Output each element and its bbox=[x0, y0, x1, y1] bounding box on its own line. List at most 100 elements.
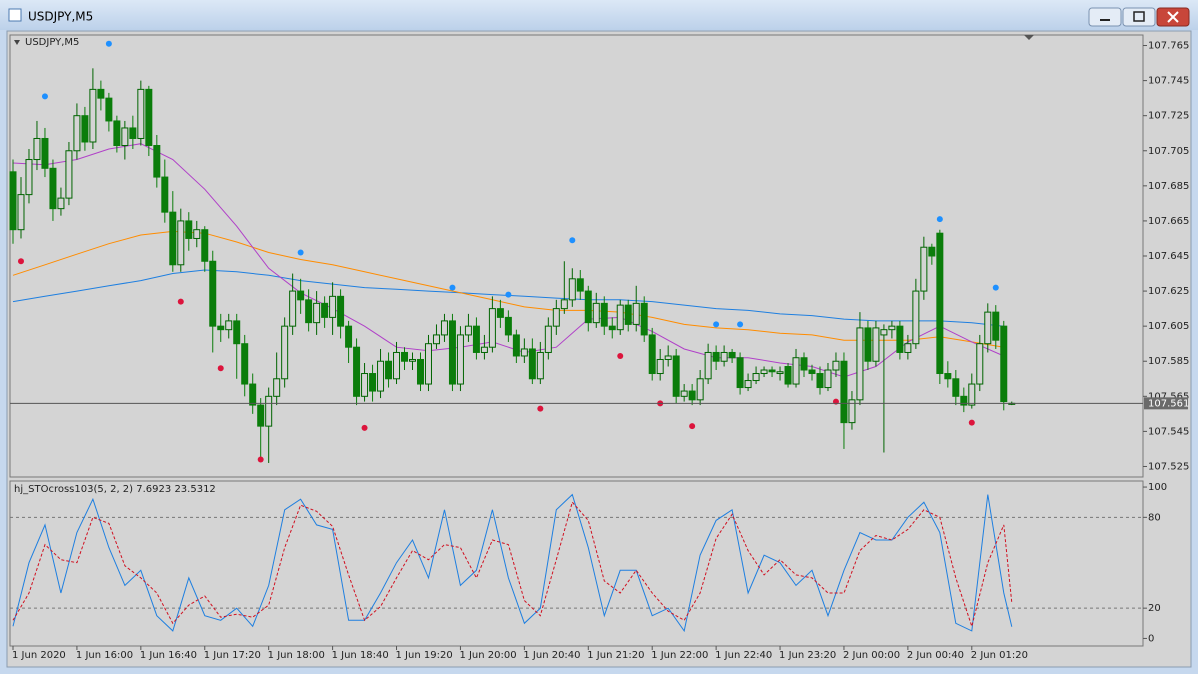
candle-body bbox=[560, 299, 568, 310]
maximize-icon bbox=[1133, 11, 1145, 22]
candle-body bbox=[17, 194, 25, 231]
candle-body bbox=[57, 197, 65, 210]
chart-label: USDJPY,M5 bbox=[25, 37, 79, 48]
y-tick-label: 80 bbox=[1148, 512, 1161, 523]
candle-body bbox=[864, 327, 872, 362]
candle-body bbox=[121, 127, 129, 147]
candle-body bbox=[960, 395, 968, 406]
candle-body bbox=[424, 343, 432, 385]
y-tick-label: 107.745 bbox=[1148, 76, 1189, 87]
x-tick-label: 2 Jun 00:00 bbox=[843, 650, 900, 661]
candle-body bbox=[440, 320, 448, 336]
candle-body bbox=[65, 150, 73, 199]
candle-body bbox=[225, 320, 233, 331]
candle-body bbox=[89, 88, 97, 143]
candle-body bbox=[81, 115, 89, 143]
candle-body bbox=[432, 334, 440, 345]
candle-body bbox=[41, 137, 49, 169]
candle-body bbox=[592, 302, 600, 324]
candle-body bbox=[321, 302, 329, 318]
candle-body bbox=[1000, 325, 1008, 403]
y-tick-label: 107.765 bbox=[1148, 41, 1189, 52]
candle-body bbox=[464, 325, 472, 336]
last-price-box bbox=[1144, 397, 1188, 410]
candle-body bbox=[456, 334, 464, 385]
candle-body bbox=[968, 383, 976, 406]
indicator-label: hj_STOcross103(5, 2, 2) 7.6923 23.5312 bbox=[14, 484, 216, 495]
candle-body bbox=[992, 311, 1000, 341]
candle-body bbox=[177, 220, 185, 266]
candle-body bbox=[209, 260, 217, 327]
candle-body bbox=[504, 316, 512, 336]
fractal-dot bbox=[41, 93, 48, 100]
y-tick-label: 107.625 bbox=[1148, 286, 1189, 297]
candle-body bbox=[704, 351, 712, 380]
candle-body bbox=[728, 351, 736, 359]
y-tick-label: 20 bbox=[1148, 603, 1161, 614]
x-tick-label: 1 Jun 16:40 bbox=[140, 650, 197, 661]
candle-body bbox=[361, 373, 369, 397]
candle-body bbox=[289, 290, 297, 327]
candle-body bbox=[824, 369, 832, 389]
chart-menu-arrow[interactable] bbox=[14, 40, 20, 45]
candle-body bbox=[640, 302, 648, 336]
x-tick-label: 1 Jun 18:00 bbox=[268, 650, 325, 661]
candle-body bbox=[496, 308, 504, 318]
candle-body bbox=[696, 378, 704, 401]
candle-body bbox=[752, 373, 760, 382]
candle-body bbox=[73, 115, 81, 152]
candle-body bbox=[472, 325, 480, 353]
fractal-dot bbox=[537, 405, 544, 412]
y-tick-label: 107.645 bbox=[1148, 251, 1189, 262]
candle-body bbox=[416, 358, 424, 385]
indicator-name: hj_STOcross103(5, 2, 2) bbox=[14, 484, 133, 495]
fractal-dot bbox=[569, 237, 576, 244]
candle-body bbox=[185, 220, 193, 239]
candle-body bbox=[217, 325, 225, 331]
minimize-button[interactable] bbox=[1088, 7, 1122, 27]
candle-body bbox=[233, 320, 241, 345]
candle-body bbox=[984, 311, 992, 345]
indicator-signal-value: 23.5312 bbox=[174, 484, 215, 495]
candle-body bbox=[568, 278, 576, 301]
candle-body bbox=[409, 358, 416, 362]
candle-body bbox=[520, 348, 528, 357]
candle-body bbox=[776, 371, 784, 375]
candle-body bbox=[816, 373, 824, 389]
candle-body bbox=[632, 302, 640, 325]
fractal-dot bbox=[992, 284, 999, 291]
indicator-main-value: 7.6923 bbox=[136, 484, 171, 495]
x-tick-label: 1 Jun 16:00 bbox=[76, 650, 133, 661]
fractal-dot bbox=[297, 249, 304, 256]
candle-body bbox=[536, 351, 544, 380]
fractal-dot bbox=[968, 419, 975, 426]
window-icon bbox=[8, 8, 22, 22]
candle-body bbox=[249, 383, 257, 406]
indicator-line bbox=[12, 493, 1013, 633]
candle-body bbox=[544, 325, 552, 353]
candle-body bbox=[712, 351, 720, 362]
candle-body bbox=[672, 355, 680, 397]
candle-body bbox=[608, 325, 616, 331]
candle-body bbox=[648, 334, 656, 375]
fractal-dot bbox=[105, 40, 112, 47]
candle-body bbox=[664, 355, 672, 360]
y-tick-label: 107.665 bbox=[1148, 216, 1189, 227]
candle-body bbox=[768, 369, 776, 373]
candle-body bbox=[137, 88, 145, 139]
x-tick-label: 1 Jun 22:00 bbox=[651, 650, 708, 661]
candle-body bbox=[257, 404, 265, 427]
candle-body bbox=[736, 357, 744, 389]
fractal-dot bbox=[617, 352, 624, 359]
candle-body bbox=[904, 343, 912, 353]
candle-body bbox=[552, 308, 560, 327]
y-tick-label: 0 bbox=[1148, 633, 1154, 644]
candle-body bbox=[313, 302, 321, 324]
candle-body bbox=[584, 290, 592, 324]
candle-body bbox=[448, 320, 456, 385]
maximize-button[interactable] bbox=[1122, 7, 1156, 27]
y-tick-label: 100 bbox=[1148, 482, 1167, 493]
last-price-label: 107.561 bbox=[1148, 398, 1189, 409]
candle-body bbox=[528, 348, 536, 380]
